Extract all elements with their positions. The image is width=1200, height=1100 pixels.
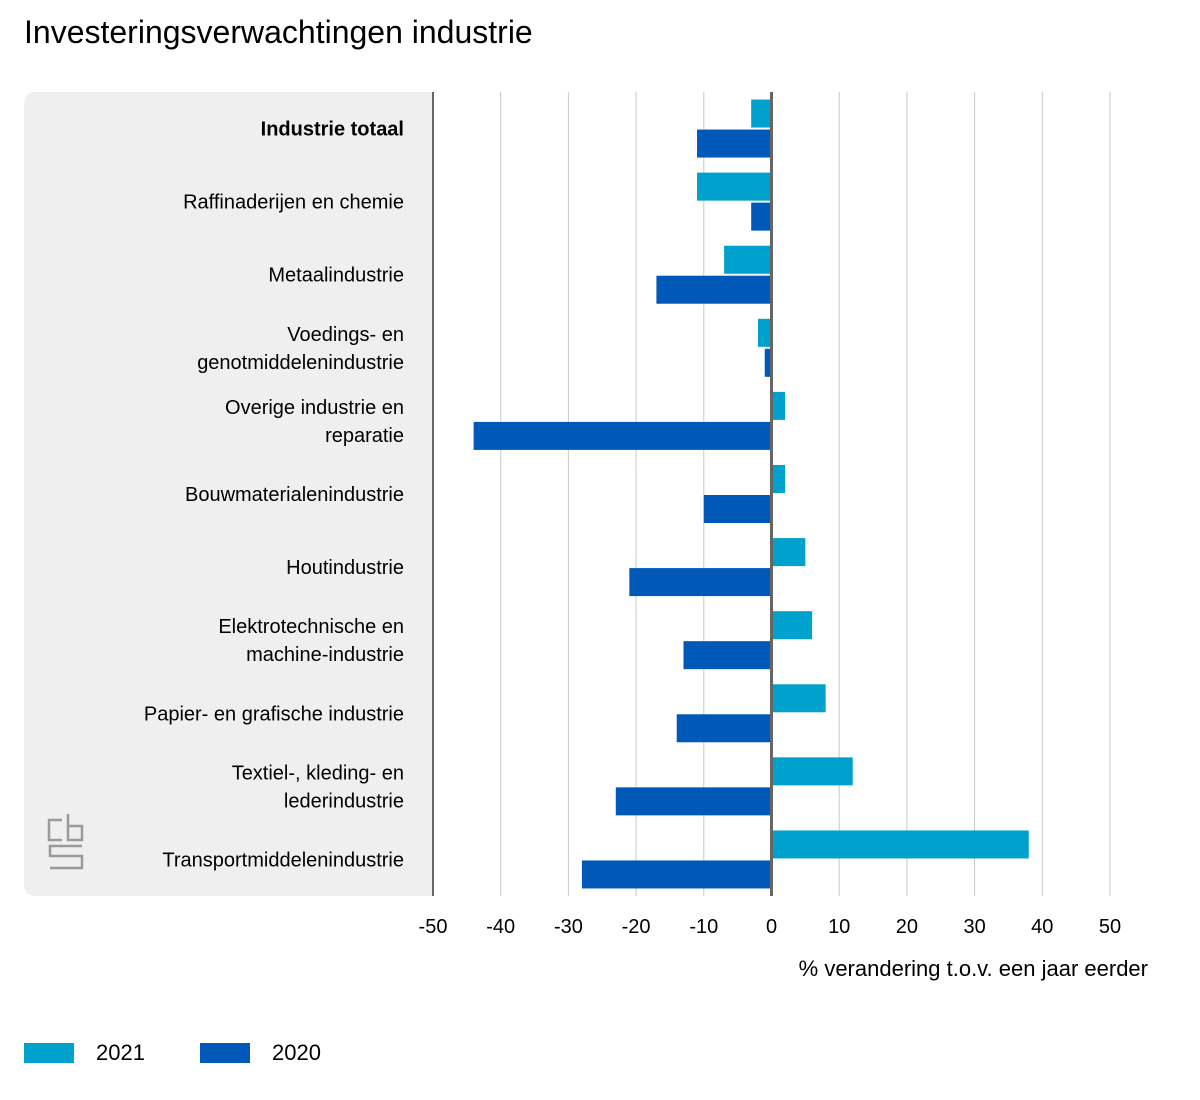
category-label: Industrie totaal	[261, 119, 404, 141]
bar-2021-7	[771, 611, 813, 640]
legend-label-2021: 2021	[96, 1040, 145, 1065]
x-axis-label: % verandering t.o.v. een jaar eerder	[799, 956, 1148, 981]
bar-2020-7	[683, 641, 772, 670]
bar-2020-1	[751, 202, 772, 231]
bar-2021-10	[771, 830, 1029, 859]
bar-2020-2	[656, 275, 772, 304]
legend-swatch-2021	[24, 1043, 74, 1063]
bar-2021-4	[771, 391, 786, 420]
bar-2020-4	[473, 421, 772, 450]
bar-2020-9	[615, 787, 772, 816]
category-label: Textiel-, kleding- en lederindustrie	[232, 762, 404, 812]
bar-2021-5	[771, 465, 786, 493]
bar-2020-3	[764, 348, 772, 377]
x-tick-label: -30	[554, 916, 583, 938]
bar-2020-6	[629, 568, 772, 597]
bar-2021-2	[724, 245, 772, 274]
category-label: Metaalindustrie	[268, 265, 404, 287]
legend-label-2020: 2020	[272, 1040, 321, 1065]
bar-2020-5	[703, 495, 772, 523]
bar-2021-3	[757, 318, 772, 347]
category-label: Bouwmaterialenindustrie	[185, 484, 404, 506]
bar-2021-0	[751, 99, 772, 128]
category-label: Elektrotechnische en machine-industrie	[218, 616, 404, 666]
x-tick-label: -40	[486, 916, 515, 938]
bar-2020-8	[676, 714, 772, 743]
bar-2020-0	[697, 129, 772, 158]
category-label: Papier- en grafische industrie	[144, 703, 404, 725]
x-tick-label: -10	[689, 916, 718, 938]
cbs-logo	[47, 814, 84, 870]
legend-swatch-2020	[200, 1043, 250, 1063]
x-tick-label: 0	[766, 916, 777, 938]
bar-2021-8	[771, 684, 826, 713]
x-tick-label: 30	[963, 916, 985, 938]
chart-title: Investeringsverwachtingen industrie	[24, 14, 533, 50]
x-tick-label: 40	[1031, 916, 1053, 938]
bar-2020-10	[581, 860, 772, 889]
category-label: Houtindustrie	[286, 557, 404, 579]
legend-item-2020: 2020	[200, 1038, 321, 1068]
category-label: Overige industrie en reparatie	[225, 397, 404, 447]
category-label: Voedings- en genotmiddelenindustrie	[197, 324, 404, 374]
x-tick-label: 20	[896, 916, 918, 938]
x-tick-label: 10	[828, 916, 850, 938]
x-tick-label: 50	[1099, 916, 1121, 938]
legend-item-2021: 2021	[24, 1038, 145, 1068]
category-label: Raffinaderijen en chemie	[183, 192, 404, 214]
bar-2021-1	[697, 172, 772, 201]
category-panel	[24, 92, 433, 896]
x-tick-label: -50	[419, 916, 448, 938]
bar-chart: Industrie totaal Raffinaderijen en chemie…	[24, 92, 1148, 981]
bar-2021-9	[771, 757, 853, 786]
bar-2021-6	[771, 538, 806, 567]
x-tick-label: -20	[622, 916, 651, 938]
category-label: Transportmiddelenindustrie	[162, 849, 404, 871]
